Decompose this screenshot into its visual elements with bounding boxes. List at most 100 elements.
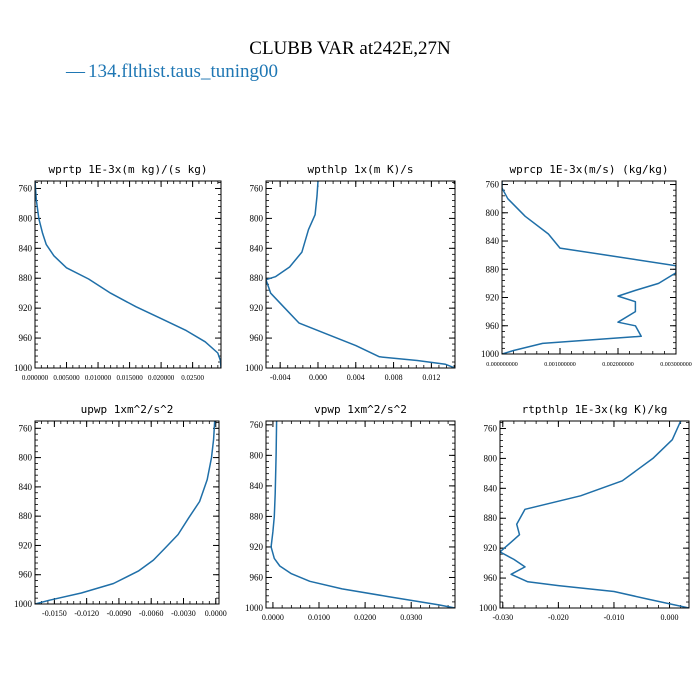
x-tick-label: 0.0100 bbox=[308, 613, 330, 622]
y-tick-label: 840 bbox=[250, 243, 264, 253]
x-tick-label: -0.0090 bbox=[107, 609, 132, 618]
y-tick-label: 800 bbox=[250, 450, 264, 460]
figure-title: CLUBB VAR at242E,27N bbox=[249, 38, 451, 59]
y-tick-label: 960 bbox=[486, 321, 500, 331]
subplot-title: wpthlp 1x(m K)/s bbox=[308, 163, 414, 176]
subplot-title: wprcp 1E-3x(m/s) (kg/kg) bbox=[510, 163, 669, 176]
y-tick-label: 760 bbox=[19, 183, 33, 193]
y-tick-label: 1000 bbox=[14, 363, 33, 373]
y-tick-label: 1000 bbox=[14, 599, 33, 609]
y-tick-label: 760 bbox=[486, 180, 500, 190]
y-tick-label: 960 bbox=[250, 333, 264, 343]
x-tick-label: 0.0200 bbox=[354, 613, 376, 622]
axes-frame bbox=[499, 420, 690, 609]
subplot-2: wpthlp 1x(m K)/s -0.004 0.000 0.004 0.008 0.0… bbox=[245, 163, 456, 382]
x-tick-label: -0.030 bbox=[492, 613, 513, 622]
y-tick-label: 1000 bbox=[481, 349, 500, 359]
y-tick-label: 1000 bbox=[479, 603, 498, 613]
subplot-title: wprtp 1E-3x(m kg)/(s kg) bbox=[49, 163, 208, 176]
x-tick-label: 0.02500 bbox=[181, 374, 204, 382]
y-tick-label: 840 bbox=[19, 243, 33, 253]
subplot-title: upwp 1xm^2/s^2 bbox=[81, 403, 174, 416]
x-tick-label: 0.001000000 bbox=[544, 362, 576, 368]
series-line bbox=[266, 181, 455, 368]
y-tick-label: 880 bbox=[250, 511, 264, 521]
x-tick-label: -0.010 bbox=[604, 613, 625, 622]
y-tick-label: 800 bbox=[19, 213, 33, 223]
subplot-title: vpwp 1xm^2/s^2 bbox=[314, 403, 407, 416]
y-tick-label: 920 bbox=[19, 540, 33, 550]
x-tick-label: -0.0030 bbox=[171, 609, 196, 618]
legend-label: 134.flthist.taus_tuning00 bbox=[88, 61, 278, 82]
subplot-title: rtpthlp 1E-3x(kg K)/kg bbox=[522, 403, 668, 416]
x-tick-label: 0.012 bbox=[422, 373, 440, 382]
y-tick-label: 840 bbox=[19, 482, 33, 492]
x-tick-label: -0.020 bbox=[548, 613, 569, 622]
x-tick-label: 0.000000 bbox=[22, 374, 49, 382]
axes-frame bbox=[501, 180, 677, 355]
subplot-4: upwp 1xm^2/s^2 -0.0150 -0.0120 -0.0090 -0.00… bbox=[14, 403, 227, 618]
y-tick-label: 920 bbox=[484, 543, 498, 553]
y-tick-label: 880 bbox=[19, 511, 33, 521]
legend-line-marker: — bbox=[65, 61, 86, 82]
figure-legend: — 134.flthist.taus_tuning00 bbox=[65, 61, 278, 82]
x-tick-label: 0.0300 bbox=[400, 613, 422, 622]
subplot-3: wprcp 1E-3x(m/s) (kg/kg) 0.000000000 0.001… bbox=[481, 163, 692, 368]
y-tick-label: 960 bbox=[484, 573, 498, 583]
series-line bbox=[500, 421, 689, 608]
y-tick-label: 880 bbox=[484, 513, 498, 523]
y-tick-label: 880 bbox=[19, 273, 33, 283]
series-line bbox=[35, 421, 216, 604]
y-tick-label: 880 bbox=[250, 273, 264, 283]
x-tick-label: 0.0000 bbox=[205, 609, 227, 618]
x-tick-label: 0.008 bbox=[385, 373, 403, 382]
y-tick-label: 840 bbox=[484, 483, 498, 493]
y-tick-label: 760 bbox=[250, 183, 264, 193]
x-tick-label: 0.010000 bbox=[85, 374, 112, 382]
x-tick-label: 0.000000000 bbox=[486, 362, 518, 368]
x-tick-label: -0.004 bbox=[270, 373, 291, 382]
y-tick-label: 760 bbox=[19, 423, 33, 433]
y-tick-label: 800 bbox=[250, 213, 264, 223]
x-tick-label: 0.002000000 bbox=[602, 362, 634, 368]
y-tick-label: 760 bbox=[484, 423, 498, 433]
series-line bbox=[502, 181, 676, 354]
y-tick-label: 1000 bbox=[245, 603, 264, 613]
x-tick-label: 0.005000 bbox=[53, 374, 80, 382]
y-tick-label: 960 bbox=[19, 333, 33, 343]
series-line bbox=[35, 181, 221, 368]
series-line bbox=[270, 421, 455, 608]
y-tick-label: 800 bbox=[19, 453, 33, 463]
axes-frame bbox=[265, 180, 456, 369]
x-tick-label: -0.0060 bbox=[139, 609, 164, 618]
y-tick-label: 920 bbox=[19, 303, 33, 313]
y-tick-label: 920 bbox=[250, 542, 264, 552]
subplot-5: vpwp 1xm^2/s^2 0.0000 0.0100 0.0200 0.0300 76… bbox=[245, 403, 456, 622]
y-tick-label: 760 bbox=[250, 420, 264, 430]
y-tick-label: 1000 bbox=[245, 363, 264, 373]
x-tick-label: -0.0150 bbox=[42, 609, 67, 618]
x-tick-label: 0.015000 bbox=[116, 374, 143, 382]
subplot-1: wprtp 1E-3x(m kg)/(s kg) 0.000000 0.005000… bbox=[14, 163, 222, 382]
axes-frame bbox=[34, 420, 220, 605]
y-tick-label: 800 bbox=[486, 208, 500, 218]
y-tick-label: 960 bbox=[250, 572, 264, 582]
x-tick-label: 0.020000 bbox=[148, 374, 175, 382]
x-tick-label: -0.0120 bbox=[74, 609, 99, 618]
y-tick-label: 800 bbox=[484, 453, 498, 463]
axes-frame bbox=[265, 420, 456, 609]
y-tick-label: 920 bbox=[486, 293, 500, 303]
axes-frame bbox=[34, 180, 222, 369]
y-tick-label: 880 bbox=[486, 264, 500, 274]
y-tick-label: 920 bbox=[250, 303, 264, 313]
subplot-grid: wprtp 1E-3x(m kg)/(s kg) 0.000000 0.005000… bbox=[14, 163, 692, 622]
x-tick-label: 0.000 bbox=[661, 613, 679, 622]
x-tick-label: 0.000 bbox=[309, 373, 327, 382]
y-tick-label: 840 bbox=[486, 236, 500, 246]
y-tick-label: 960 bbox=[19, 570, 33, 580]
x-tick-label: 0.0000 bbox=[262, 613, 284, 622]
subplot-6: rtpthlp 1E-3x(kg K)/kg -0.030 -0.020 -0.010… bbox=[479, 403, 690, 622]
y-tick-label: 840 bbox=[250, 481, 264, 491]
x-tick-label: 0.003000000 bbox=[660, 362, 692, 368]
